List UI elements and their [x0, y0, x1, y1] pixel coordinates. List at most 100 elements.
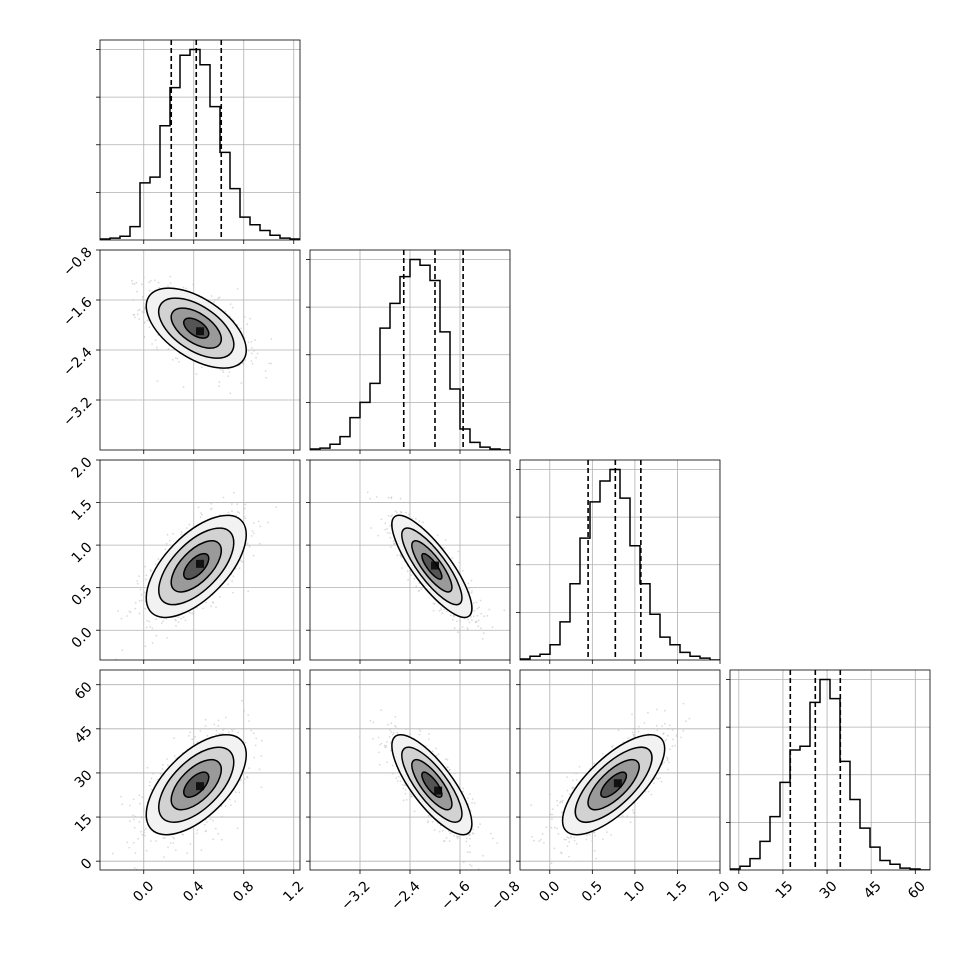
sample-point	[243, 316, 246, 318]
sample-point	[372, 737, 374, 740]
sample-point	[141, 298, 144, 301]
sample-point	[471, 801, 473, 804]
sample-point	[204, 725, 207, 727]
sample-point	[427, 738, 430, 741]
sample-point	[561, 799, 564, 802]
sample-point	[453, 834, 455, 837]
sample-point	[450, 614, 452, 617]
sample-point	[533, 839, 535, 842]
sample-point	[192, 283, 195, 286]
sample-point	[638, 725, 640, 728]
sample-point	[377, 736, 380, 739]
sample-point	[394, 715, 397, 718]
sample-point	[140, 593, 143, 596]
sample-point	[215, 730, 218, 732]
sample-point	[164, 837, 167, 839]
panel-frame	[99, 669, 301, 871]
sample-point	[241, 699, 243, 702]
sample-point	[238, 791, 241, 794]
sample-point	[431, 820, 434, 823]
sample-point	[601, 753, 604, 755]
sample-point	[372, 721, 375, 724]
sample-point	[257, 520, 260, 523]
sample-point	[214, 298, 216, 301]
contour-4	[145, 733, 248, 836]
sample-point	[568, 793, 571, 795]
sample-point	[438, 830, 441, 833]
sample-point	[231, 580, 234, 583]
sample-point	[163, 856, 166, 859]
sample-point	[370, 527, 373, 529]
sample-point	[633, 735, 635, 737]
sample-point	[212, 838, 215, 841]
sample-point	[143, 591, 146, 594]
density-peak	[196, 327, 204, 336]
sample-point	[448, 769, 451, 772]
sample-point	[149, 279, 152, 282]
sample-point	[140, 599, 143, 602]
sample-point	[195, 373, 198, 375]
sample-point	[667, 728, 670, 730]
sample-point	[469, 851, 471, 854]
sample-point	[169, 275, 172, 278]
sample-point	[432, 602, 435, 605]
sample-point	[174, 849, 177, 851]
sample-point	[212, 602, 215, 604]
sample-point	[169, 842, 172, 844]
contour-1	[182, 552, 210, 580]
sample-point	[180, 617, 183, 620]
sample-point	[391, 514, 393, 517]
sample-point	[252, 522, 255, 524]
sample-point	[121, 803, 124, 806]
sample-point	[453, 627, 456, 630]
sample-point	[418, 589, 421, 592]
sample-point	[150, 788, 153, 791]
sample-point	[213, 723, 216, 726]
sample-point	[477, 625, 480, 628]
sample-point	[391, 733, 394, 736]
sample-point	[668, 724, 671, 727]
contour-1	[421, 771, 443, 798]
sample-point	[470, 579, 473, 582]
sample-point	[166, 758, 169, 760]
contour-3	[158, 746, 235, 823]
sample-point	[126, 841, 129, 844]
sample-point	[390, 722, 393, 725]
sample-point	[178, 360, 180, 363]
sample-point	[232, 575, 235, 578]
sample-point	[221, 815, 224, 818]
sample-point	[443, 608, 446, 611]
density-peak	[196, 559, 204, 568]
sample-point	[467, 851, 469, 854]
sample-point	[215, 606, 217, 609]
sample-point	[141, 310, 144, 313]
sample-point	[491, 837, 494, 840]
sample-point	[230, 503, 233, 505]
sample-point	[186, 527, 188, 529]
sample-point	[400, 511, 403, 514]
sample-point	[146, 766, 149, 769]
sample-point	[258, 768, 261, 771]
sample-point	[218, 733, 221, 735]
sample-point	[167, 347, 170, 350]
sample-point	[230, 728, 233, 731]
sample-point	[375, 496, 378, 498]
sample-point	[427, 814, 430, 817]
sample-point	[150, 777, 153, 780]
sample-point	[223, 727, 226, 730]
sample-point	[260, 755, 263, 757]
sample-point	[142, 276, 145, 279]
sample-point	[415, 517, 417, 520]
sample-point	[467, 582, 470, 585]
sample-point	[602, 838, 604, 840]
sample-point	[470, 616, 472, 618]
sample-point	[251, 362, 254, 365]
sample-point	[441, 612, 444, 615]
sample-point	[249, 317, 252, 320]
sample-point	[248, 720, 251, 722]
sample-point	[138, 308, 141, 311]
sample-point	[151, 343, 154, 345]
sample-point	[213, 301, 215, 303]
sample-point	[434, 602, 436, 605]
sample-point	[231, 510, 233, 513]
